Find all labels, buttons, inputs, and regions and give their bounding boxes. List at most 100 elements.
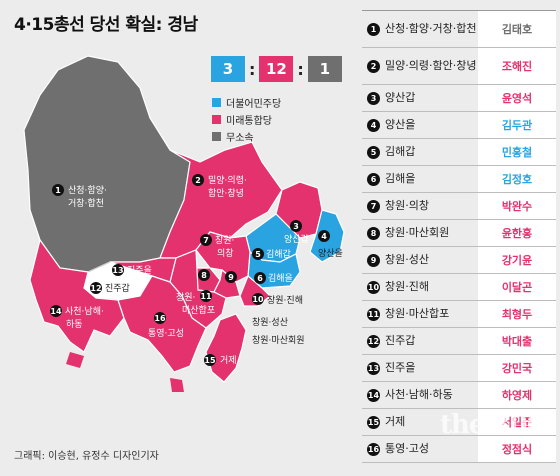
district-number: 14 (367, 388, 380, 402)
region-15 (205, 313, 247, 383)
winner-name: 김정호 (478, 166, 556, 192)
district-name: 창원·성산 (385, 253, 429, 266)
map-label-5: 김해갑 (266, 248, 291, 260)
district-name: 양산갑 (385, 91, 416, 104)
table-row: 14 사천·남해·하동 하영제 (362, 382, 556, 409)
district-number: 9 (367, 253, 380, 267)
district-number: 11 (367, 307, 380, 321)
svg-text:16: 16 (154, 314, 166, 323)
map-label-9: 창원·성산 (252, 317, 288, 328)
legend-label: 더불어민주당 (226, 99, 282, 110)
marker-10: 10 (252, 293, 264, 305)
svg-text:3: 3 (293, 222, 299, 231)
region-16-island (170, 378, 184, 392)
map-label-15: 거제 (220, 355, 237, 366)
map-label-14: 사천·남해· (65, 306, 104, 317)
winner-name: 김두관 (478, 112, 556, 138)
district-number: 3 (367, 91, 380, 105)
map-label-8: 창원·마산회원 (252, 335, 305, 346)
legend-item: 무소속 (212, 128, 281, 145)
svg-text:1: 1 (55, 186, 61, 195)
score-blue: 3 (211, 56, 245, 82)
map-label-11: 창원· (176, 292, 195, 303)
map-label-4: 양산을 (318, 248, 343, 259)
marker-9: 9 (225, 271, 237, 283)
winner-name: 김태호 (478, 11, 556, 47)
table-row: 3 양산갑 윤영석 (362, 85, 556, 112)
district-name: 산청·함양·거창·합천 (385, 22, 477, 35)
svg-text:9: 9 (228, 273, 234, 282)
legend-swatch-gray (212, 132, 221, 141)
district-name: 진주갑 (385, 334, 416, 347)
district-number: 16 (367, 442, 380, 456)
map-label-10: 창원·진해 (267, 295, 303, 306)
map-label-7: 창원· (215, 235, 234, 246)
svg-text:10: 10 (252, 295, 264, 304)
legend-item: 더불어민주당 (212, 94, 281, 111)
district-name: 양산을 (385, 118, 416, 131)
marker-11: 11 (200, 290, 212, 302)
marker-15: 15 (204, 354, 216, 366)
marker-2: 2 (192, 174, 204, 186)
map-label-16: 통영·고성 (148, 328, 184, 339)
district-name: 창원·마산회원 (385, 226, 450, 239)
score-gray: 1 (307, 56, 342, 82)
district-name: 진주을 (385, 361, 416, 374)
table-row: 9 창원·성산 강기윤 (362, 247, 556, 274)
winner-name: 윤영석 (478, 85, 556, 111)
marker-6: 6 (254, 272, 266, 284)
district-number: 4 (367, 118, 380, 132)
district-number: 12 (367, 334, 380, 348)
region-1 (23, 55, 191, 273)
district-number: 10 (367, 280, 380, 294)
map-label-12: 진주갑 (105, 282, 130, 294)
winner-name: 하영제 (478, 382, 556, 408)
marker-14: 14 (50, 305, 62, 317)
svg-text:12: 12 (90, 284, 101, 293)
table-row: 11 창원·마산합포 최형두 (362, 301, 556, 328)
legend-label: 미래통합당 (226, 116, 272, 127)
district-number: 15 (367, 415, 380, 429)
district-number: 8 (367, 226, 380, 240)
seat-score: 3 : 12 : 1 (211, 56, 342, 82)
winner-name: 강기윤 (478, 247, 556, 273)
winner-name: 윤한홍 (478, 220, 556, 246)
svg-text:13: 13 (112, 266, 123, 275)
svg-text:7: 7 (203, 236, 209, 245)
map-label-13: 진주을 (127, 265, 152, 276)
graphic-credit: 그래픽: 이승현, 유정수 디자인기자 (14, 451, 159, 462)
region-14-island (66, 352, 84, 368)
district-name: 김해을 (385, 172, 416, 185)
winner-name: 조해진 (478, 48, 556, 84)
district-number: 1 (367, 22, 380, 36)
results-table: 1 산청·함양·거창·합천 김태호 2 밀양·의령·함안·창녕 조해진 3 양산갑 윤영석 4 양산… (362, 10, 556, 469)
gyeongnam-map: 1 산청·함양· 거창·합천 2 밀양·의령· 함안·창녕 3 양산갑 4 양산… (23, 55, 345, 392)
marker-16: 16 (154, 312, 166, 324)
marker-7: 7 (200, 234, 212, 246)
marker-5: 5 (252, 248, 264, 260)
winner-name: 최형두 (478, 301, 556, 327)
svg-text:8: 8 (201, 271, 207, 280)
map-label-2b: 함안·창녕 (208, 188, 244, 199)
district-name: 김해갑 (385, 145, 416, 158)
svg-text:2: 2 (195, 176, 201, 185)
svg-text:5: 5 (255, 250, 261, 259)
table-row: 15 거제 서일준 (362, 409, 556, 436)
legend-swatch-blue (212, 98, 221, 107)
table-row: 16 통영·고성 정점식 (362, 436, 556, 463)
map-label-7b: 의창 (217, 248, 234, 259)
map-label-11b: 마산합포 (182, 305, 215, 316)
district-name: 통영·고성 (385, 442, 429, 455)
table-row: 1 산청·함양·거창·합천 김태호 (362, 11, 556, 48)
winner-name: 박완수 (478, 193, 556, 219)
map-label-3: 양산갑 (284, 233, 309, 245)
table-row: 4 양산을 김두관 (362, 112, 556, 139)
score-pink: 12 (259, 56, 294, 82)
table-row: 7 창원·의창 박완수 (362, 193, 556, 220)
table-row: 10 창원·진해 이달곤 (362, 274, 556, 301)
map-label-6: 김해을 (268, 272, 293, 284)
table-row: 6 김해을 김정호 (362, 166, 556, 193)
winner-name: 민홍철 (478, 139, 556, 165)
page-title: 4·15총선 당선 확실: 경남 (14, 15, 198, 35)
district-name: 창원·의창 (385, 199, 429, 212)
